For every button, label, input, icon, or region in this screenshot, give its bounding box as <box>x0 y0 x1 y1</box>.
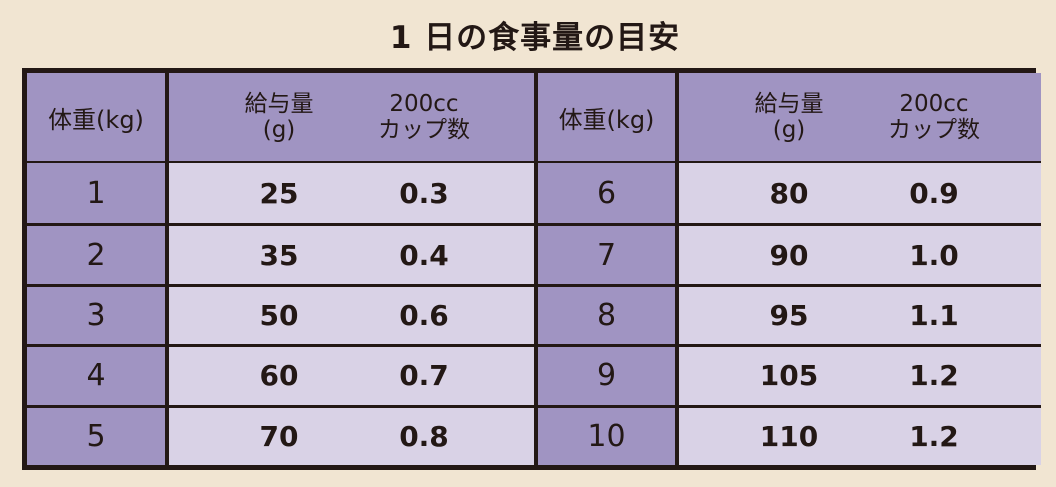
amount-value: 70 <box>259 419 299 453</box>
values-cell: 80 0.9 <box>679 163 1041 224</box>
header-amount-line2: (g) <box>772 117 806 143</box>
header-sub: 給与量 (g) 200cc カップ数 <box>679 73 984 161</box>
values-cell: 50 0.6 <box>169 283 534 345</box>
header-weight: 体重(kg) <box>538 73 675 163</box>
values-cell: 90 1.0 <box>679 223 1041 284</box>
weight-cell: 5 <box>27 404 165 465</box>
weight-cell: 8 <box>538 283 675 345</box>
header-amount: 給与量 (g) <box>679 91 899 143</box>
header-cups: 200cc カップ数 <box>374 91 474 143</box>
header-amount-line1: 給与量 <box>754 91 824 117</box>
amount-value: 60 <box>259 359 299 393</box>
values-cell: 95 1.1 <box>679 283 1041 345</box>
cups-value: 0.6 <box>399 298 449 332</box>
header-values-cell: 給与量 (g) 200cc カップ数 <box>169 73 534 163</box>
amount-value: 110 <box>759 419 819 453</box>
header-cups-line2: カップ数 <box>888 117 980 143</box>
header-cups-line2: カップ数 <box>378 117 470 143</box>
cups-value: 1.0 <box>909 238 959 272</box>
header-cups-line1: 200cc <box>389 91 459 117</box>
values-sub: 70 0.8 <box>169 408 459 465</box>
values-sub: 105 1.2 <box>679 347 969 404</box>
weight-cell: 1 <box>27 163 165 224</box>
cups-value: 0.7 <box>399 359 449 393</box>
amount-value: 50 <box>259 298 299 332</box>
header-amount-line2: (g) <box>262 117 296 143</box>
header-amount-line1: 給与量 <box>244 91 314 117</box>
values-cell: 35 0.4 <box>169 223 534 284</box>
amount-value: 35 <box>259 238 299 272</box>
values-sub: 110 1.2 <box>679 408 969 465</box>
cups-value: 1.1 <box>909 298 959 332</box>
cups-value: 1.2 <box>909 359 959 393</box>
amount-value: 105 <box>759 359 819 393</box>
cups-value: 0.9 <box>909 176 959 210</box>
amount-value: 95 <box>769 298 809 332</box>
amount-value: 25 <box>259 176 299 210</box>
values-sub: 25 0.3 <box>169 163 459 223</box>
header-amount: 給与量 (g) <box>169 91 389 143</box>
weight-cell: 9 <box>538 344 675 405</box>
cups-value: 0.4 <box>399 238 449 272</box>
values-cell: 70 0.8 <box>169 404 534 465</box>
values-sub: 50 0.6 <box>169 287 459 344</box>
header-values-cell: 給与量 (g) 200cc カップ数 <box>679 73 1041 163</box>
feeding-table: 体重(kg) 給与量 (g) 200cc カップ数 体重(kg) 給与量 (g) 200cc カッ… <box>22 68 1041 470</box>
values-sub: 90 1.0 <box>679 226 969 283</box>
values-cell: 60 0.7 <box>169 344 534 405</box>
cups-value: 0.8 <box>399 419 449 453</box>
header-sub: 給与量 (g) 200cc カップ数 <box>169 73 474 161</box>
values-cell: 110 1.2 <box>679 404 1041 465</box>
values-sub: 95 1.1 <box>679 287 969 344</box>
weight-cell: 7 <box>538 223 675 284</box>
weight-cell: 10 <box>538 404 675 465</box>
amount-value: 80 <box>769 176 809 210</box>
amount-value: 90 <box>769 238 809 272</box>
weight-cell: 2 <box>27 223 165 284</box>
cups-value: 1.2 <box>909 419 959 453</box>
header-weight: 体重(kg) <box>27 73 165 163</box>
weight-cell: 4 <box>27 344 165 405</box>
values-sub: 80 0.9 <box>679 163 969 223</box>
header-cups: 200cc カップ数 <box>884 91 984 143</box>
values-cell: 25 0.3 <box>169 163 534 224</box>
values-sub: 60 0.7 <box>169 347 459 404</box>
weight-cell: 3 <box>27 283 165 345</box>
header-cups-line1: 200cc <box>899 91 969 117</box>
values-sub: 35 0.4 <box>169 226 459 283</box>
page-title: 1 日の食事量の目安 <box>389 20 681 56</box>
weight-cell: 6 <box>538 163 675 224</box>
cups-value: 0.3 <box>399 176 449 210</box>
values-cell: 105 1.2 <box>679 344 1041 405</box>
